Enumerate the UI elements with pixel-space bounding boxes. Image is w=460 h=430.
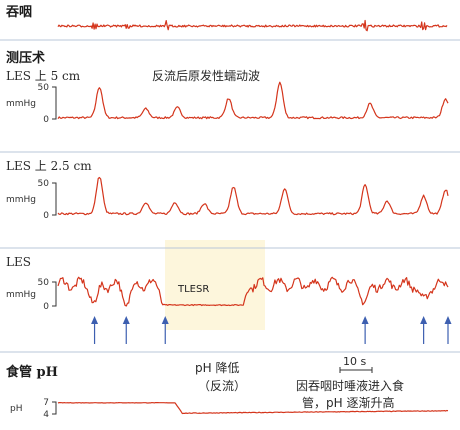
pressure-trace [57,81,449,120]
channel-label-les: LES [6,255,31,269]
y-tick-label: 50 [38,179,50,189]
section-title-manometry: 测压术 [6,50,45,66]
swallow-arrowhead [420,316,428,324]
swallow-trace [57,19,448,32]
pressure-trace [57,176,449,216]
scale-bar: 10 s [339,355,373,373]
section-title-ph: 食管 pH [6,364,58,380]
tlesr-highlight-band [165,240,265,330]
annotation-tlesr: TLESR [177,284,209,295]
swallow-arrowhead [161,316,169,324]
y-axis [52,281,57,307]
annotation-ph-rise: 因吞咽时唾液进入食 [296,378,404,393]
channel-label-les-2-5cm: LES 上 2.5 cm [6,159,92,173]
y-axis [52,182,57,216]
y-tick-label: 4 [43,410,49,420]
y-axis-label: pH [10,404,22,414]
swallow-arrowhead [91,316,99,324]
annotation-ph-drop-reflux: （反流） [198,379,246,393]
y-tick-label: 50 [38,278,50,288]
y-axis-unit: mmHg [6,290,36,300]
y-axis-unit: mmHg [6,99,36,109]
swallow-arrowhead [122,316,130,324]
annotation-ph-rise-2: 管，pH 逐渐升高 [302,395,394,410]
y-tick-label: 0 [43,115,49,125]
y-tick-label: 50 [38,83,50,93]
y-axis [52,86,57,120]
y-tick-label: 0 [43,302,49,312]
swallow-arrowhead [361,316,369,324]
y-tick-label: 0 [43,211,49,221]
channel-label-les-5cm: LES 上 5 cm [6,69,81,83]
channel-ph: 4 7 pH [10,398,449,420]
swallow-arrows [91,316,452,344]
ph-trace [57,402,449,415]
scale-bar-label: 10 s [343,355,366,368]
swallow-arrowhead [444,316,452,324]
pressure-trace [57,276,449,307]
y-axis [52,401,57,415]
annotation-reflux-wave: 反流后原发性蠕动波 [152,68,260,83]
y-axis-unit: mmHg [6,195,36,205]
annotation-ph-drop: pH 降低 [195,361,239,375]
y-tick-label: 7 [43,398,49,408]
section-title-swallow: 吞咽 [6,5,32,20]
